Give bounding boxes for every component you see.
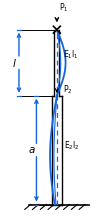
Text: P$_2$: P$_2$ (63, 84, 72, 96)
Text: $l$: $l$ (12, 57, 16, 69)
Text: E$_2$I$_2$: E$_2$I$_2$ (64, 139, 79, 151)
Text: $a$: $a$ (28, 145, 35, 155)
Text: E$_1$I$_1$: E$_1$I$_1$ (63, 49, 78, 61)
Text: P$_1$: P$_1$ (59, 2, 68, 14)
